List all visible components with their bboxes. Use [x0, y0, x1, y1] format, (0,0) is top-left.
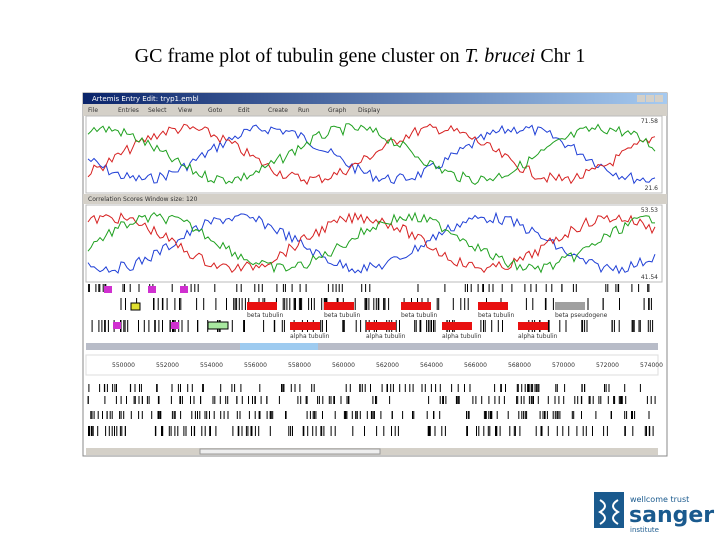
gene [290, 322, 320, 330]
ruler-label: 570000 [552, 362, 575, 369]
gene [518, 322, 548, 330]
logo-helix [598, 499, 620, 525]
gene-label: beta tubulin [247, 312, 284, 319]
frame-curve [87, 123, 656, 186]
gene-label: alpha tubulin [518, 333, 558, 340]
title-part: Chr 1 [535, 45, 585, 67]
axis-label: 71.58 [641, 118, 658, 125]
menu-item[interactable]: Create [268, 107, 288, 114]
titlebar [83, 93, 667, 104]
logo-icon [594, 492, 624, 528]
gene [324, 302, 354, 310]
menu-item[interactable]: Entries [118, 107, 139, 114]
menu-item[interactable]: Run [298, 107, 310, 114]
menu-item[interactable]: Edit [238, 107, 250, 114]
window-button[interactable] [646, 95, 654, 102]
menu-item[interactable]: Select [148, 107, 167, 114]
scroll-thumb[interactable] [199, 448, 381, 455]
window-title: Artemis Entry Edit: tryp1.embl [92, 95, 199, 103]
feature [104, 286, 112, 293]
ruler-label: 564000 [420, 362, 443, 369]
ruler [85, 354, 659, 376]
ruler-label: 558000 [288, 362, 311, 369]
gene-label: beta tubulin [478, 312, 515, 319]
logo-text: wellcome trust [630, 495, 689, 504]
menu-item[interactable]: Graph [328, 107, 347, 114]
menubar [83, 104, 667, 116]
feature [207, 321, 229, 330]
menu-item[interactable]: View [178, 107, 192, 114]
axis-label: 53.53 [641, 207, 658, 214]
gene [555, 302, 585, 310]
feature [180, 286, 188, 293]
window-button[interactable] [637, 95, 645, 102]
menu-item[interactable]: Goto [208, 107, 223, 114]
frame-curve [87, 211, 656, 275]
logo-text: sanger [629, 503, 714, 528]
plot-header: Correlation Scores Window size: 120 [88, 196, 198, 203]
gene-label: beta tubulin [401, 312, 438, 319]
feature [130, 302, 141, 311]
ruler-label: 550000 [112, 362, 135, 369]
overview-selection [240, 343, 318, 350]
title-part: GC frame plot of tubulin gene cluster on [135, 45, 465, 67]
frame-curve [87, 123, 656, 186]
feature [113, 322, 121, 329]
plot-2 [85, 204, 663, 283]
gene-label: alpha tubulin [442, 333, 482, 340]
axis-label: 21.6 [645, 185, 659, 192]
gene [401, 302, 431, 310]
gene [478, 302, 508, 310]
feature [171, 322, 179, 329]
plot-2-header [83, 194, 667, 204]
gene [442, 322, 472, 330]
gene [247, 302, 277, 310]
title-italic: T. brucei [465, 45, 536, 67]
feature [148, 286, 156, 293]
ruler-label: 556000 [244, 362, 267, 369]
ruler-label: 568000 [508, 362, 531, 369]
logo-text: institute [630, 526, 659, 534]
gene-label: beta tubulin [324, 312, 361, 319]
ruler-label: 552000 [156, 362, 179, 369]
ruler-label: 566000 [464, 362, 487, 369]
ruler-label: 562000 [376, 362, 399, 369]
gene-label: alpha tubulin [290, 333, 330, 340]
ruler-label: 554000 [200, 362, 223, 369]
frame-curve [87, 211, 656, 274]
slide-title: GC frame plot of tubulin gene cluster on… [135, 45, 586, 67]
menu-item[interactable]: Display [358, 107, 381, 114]
window-button[interactable] [655, 95, 663, 102]
ruler-label: 572000 [596, 362, 619, 369]
menu-item[interactable]: File [88, 107, 98, 114]
gene-label: beta pseudogene [555, 312, 608, 319]
frame-curve [87, 211, 655, 274]
ruler-label: 560000 [332, 362, 355, 369]
gene-label: alpha tubulin [366, 333, 406, 340]
ruler-label: 574000 [640, 362, 663, 369]
gene [366, 322, 396, 330]
overview-bar [86, 343, 658, 350]
axis-label: 41.54 [641, 274, 658, 281]
